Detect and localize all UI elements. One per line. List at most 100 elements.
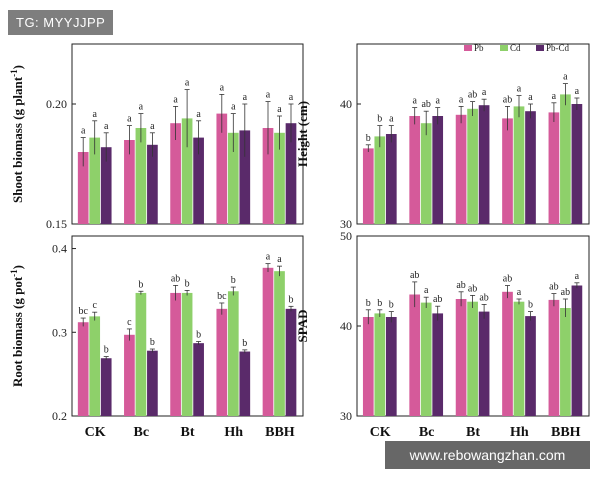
- height-sig-BBH-Pb-Cd: a: [575, 86, 580, 97]
- root-xtick-label-Hh: Hh: [224, 425, 243, 440]
- shoot-bar-Bt-Pb: [170, 123, 181, 224]
- root-sig-Hh-Pb: bc: [217, 291, 227, 302]
- shoot-sig-Hh-Pb-Cd: a: [243, 92, 248, 103]
- height-bar-Bt-Cd: [467, 108, 478, 224]
- height-bar-Bt-Pb-Cd: [478, 105, 490, 224]
- spad-bar-Hh-Cd: [513, 301, 525, 416]
- root-sig-Hh-Pb-Cd: b: [242, 338, 247, 349]
- shoot-bar-Hh-Pb: [216, 113, 228, 224]
- root-ytick-label: 0.2: [52, 409, 67, 423]
- spad-bar-BBH-Pb: [548, 299, 560, 416]
- height-bar-Hh-Pb: [502, 118, 513, 224]
- legend-swatch-Cd: [500, 45, 508, 51]
- root-bar-BBH-Pb: [262, 267, 274, 416]
- height-sig-Hh-Pb-Cd: a: [528, 92, 533, 103]
- spad-xtick-label-Bc: Bc: [419, 425, 435, 440]
- shoot-bar-CK-Cd: [89, 137, 101, 224]
- shoot-bar-BBH-Pb: [262, 128, 274, 224]
- legend-label-Cd: Cd: [510, 43, 521, 53]
- height-sig-Bc-Cd: ab: [421, 99, 430, 110]
- shoot-sig-BBH-Cd: a: [277, 104, 282, 115]
- shoot-ylabel: Shoot biomass (g plant-1): [9, 65, 25, 203]
- shoot-bar-Hh-Pb-Cd: [239, 130, 251, 224]
- shoot-ytick-label: 0.15: [46, 217, 67, 231]
- root-sig-Bt-Pb-Cd: b: [196, 329, 201, 340]
- height-sig-Bt-Pb-Cd: a: [482, 87, 487, 98]
- root-xtick-label-Bc: Bc: [134, 425, 150, 440]
- height-bar-BBH-Pb-Cd: [571, 104, 583, 224]
- spad-xtick-label-Hh: Hh: [510, 425, 529, 440]
- shoot-sig-BBH-Pb: a: [266, 90, 271, 101]
- spad-sig-Hh-Pb: ab: [503, 274, 512, 285]
- spad-sig-CK-Pb: b: [366, 298, 371, 309]
- spad-bar-BBH-Cd: [560, 308, 571, 416]
- root-bar-CK-Pb-Cd: [100, 358, 112, 416]
- spad-ytick-label: 30: [340, 409, 352, 423]
- legend-label-Pb: Pb: [474, 43, 484, 53]
- height-sig-CK-Cd: b: [377, 114, 382, 125]
- root-sig-Bc-Pb: c: [127, 317, 132, 328]
- root-sig-Bt-Cd: b: [185, 278, 190, 289]
- height-bar-CK-Pb: [362, 148, 374, 224]
- root-xtick-label-Bt: Bt: [181, 425, 195, 440]
- spad-sig-Bt-Cd: ab: [468, 283, 477, 294]
- root-xtick-label-CK: CK: [85, 425, 106, 440]
- legend-swatch-Pb-Cd: [536, 45, 544, 51]
- spad-ytick-label: 40: [340, 319, 352, 333]
- spad-sig-BBH-Cd: ab: [561, 287, 570, 298]
- shoot-sig-BBH-Pb-Cd: a: [289, 92, 294, 103]
- height-bar-Hh-Cd: [513, 106, 525, 224]
- height-sig-CK-Pb: b: [366, 133, 371, 144]
- shoot-bar-Bt-Cd: [181, 118, 193, 224]
- height-ytick-label: 40: [340, 97, 352, 111]
- height-ytick-label: 30: [340, 217, 352, 231]
- root-bar-CK-Cd: [89, 316, 101, 416]
- spad-bar-Bc-Pb-Cd: [432, 313, 444, 416]
- root-sig-BBH-Pb-Cd: b: [289, 294, 294, 305]
- shoot-bar-Hh-Cd: [227, 132, 239, 224]
- spad-bar-CK-Cd: [374, 313, 386, 416]
- shoot-sig-Bt-Pb: a: [173, 94, 178, 105]
- legend-label-Pb-Cd: Pb-Cd: [546, 43, 570, 53]
- root-bar-Hh-Cd: [227, 291, 239, 416]
- root-sig-Bt-Pb: ab: [171, 273, 180, 284]
- height-bar-BBH-Pb: [548, 112, 560, 224]
- height-ylabel: Height (cm): [295, 101, 310, 167]
- shoot-bar-BBH-Pb-Cd: [285, 123, 297, 224]
- root-sig-BBH-Pb: a: [266, 252, 271, 263]
- shoot-sig-Hh-Pb: a: [220, 82, 225, 93]
- spad-sig-Bc-Pb: ab: [410, 270, 419, 281]
- shoot-bar-Bc-Pb-Cd: [147, 144, 158, 224]
- root-bar-Bt-Pb: [170, 292, 181, 416]
- root-bar-Bc-Pb-Cd: [147, 350, 158, 416]
- shoot-bar-Bc-Pb: [124, 140, 135, 224]
- spad-sig-Hh-Pb-Cd: b: [528, 300, 533, 311]
- root-sig-BBH-Cd: a: [277, 254, 282, 265]
- height-bar-Bc-Pb-Cd: [432, 116, 444, 224]
- shoot-sig-Bc-Pb-Cd: a: [150, 121, 155, 132]
- spad-bar-Bc-Pb: [409, 294, 421, 416]
- height-sig-Bc-Pb-Cd: a: [435, 96, 440, 107]
- spad-sig-Bc-Pb-Cd: ab: [433, 294, 442, 305]
- legend-swatch-Pb: [464, 45, 472, 51]
- spad-sig-Bt-Pb-Cd: ab: [479, 292, 488, 303]
- height-bar-Bc-Pb: [409, 116, 421, 224]
- shoot-sig-Bt-Pb-Cd: a: [196, 109, 201, 120]
- root-sig-CK-Cd: c: [92, 300, 97, 311]
- spad-sig-Bt-Pb: ab: [456, 280, 465, 291]
- shoot-sig-Bc-Cd: a: [139, 102, 144, 113]
- spad-bar-Hh-Pb: [502, 291, 513, 416]
- spad-xtick-label-BBH: BBH: [551, 425, 581, 440]
- shoot-ytick-label: 0.20: [46, 97, 67, 111]
- height-bar-CK-Pb-Cd: [385, 134, 397, 224]
- root-ytick-label: 0.4: [52, 242, 67, 256]
- shoot-bar-Bc-Cd: [135, 128, 147, 224]
- spad-sig-BBH-Pb-Cd: a: [575, 271, 580, 282]
- watermark-top: TG: MYYJJPP: [8, 10, 114, 35]
- height-bar-Hh-Pb-Cd: [525, 111, 536, 224]
- root-sig-Bc-Pb-Cd: b: [150, 337, 155, 348]
- root-xtick-label-BBH: BBH: [265, 425, 295, 440]
